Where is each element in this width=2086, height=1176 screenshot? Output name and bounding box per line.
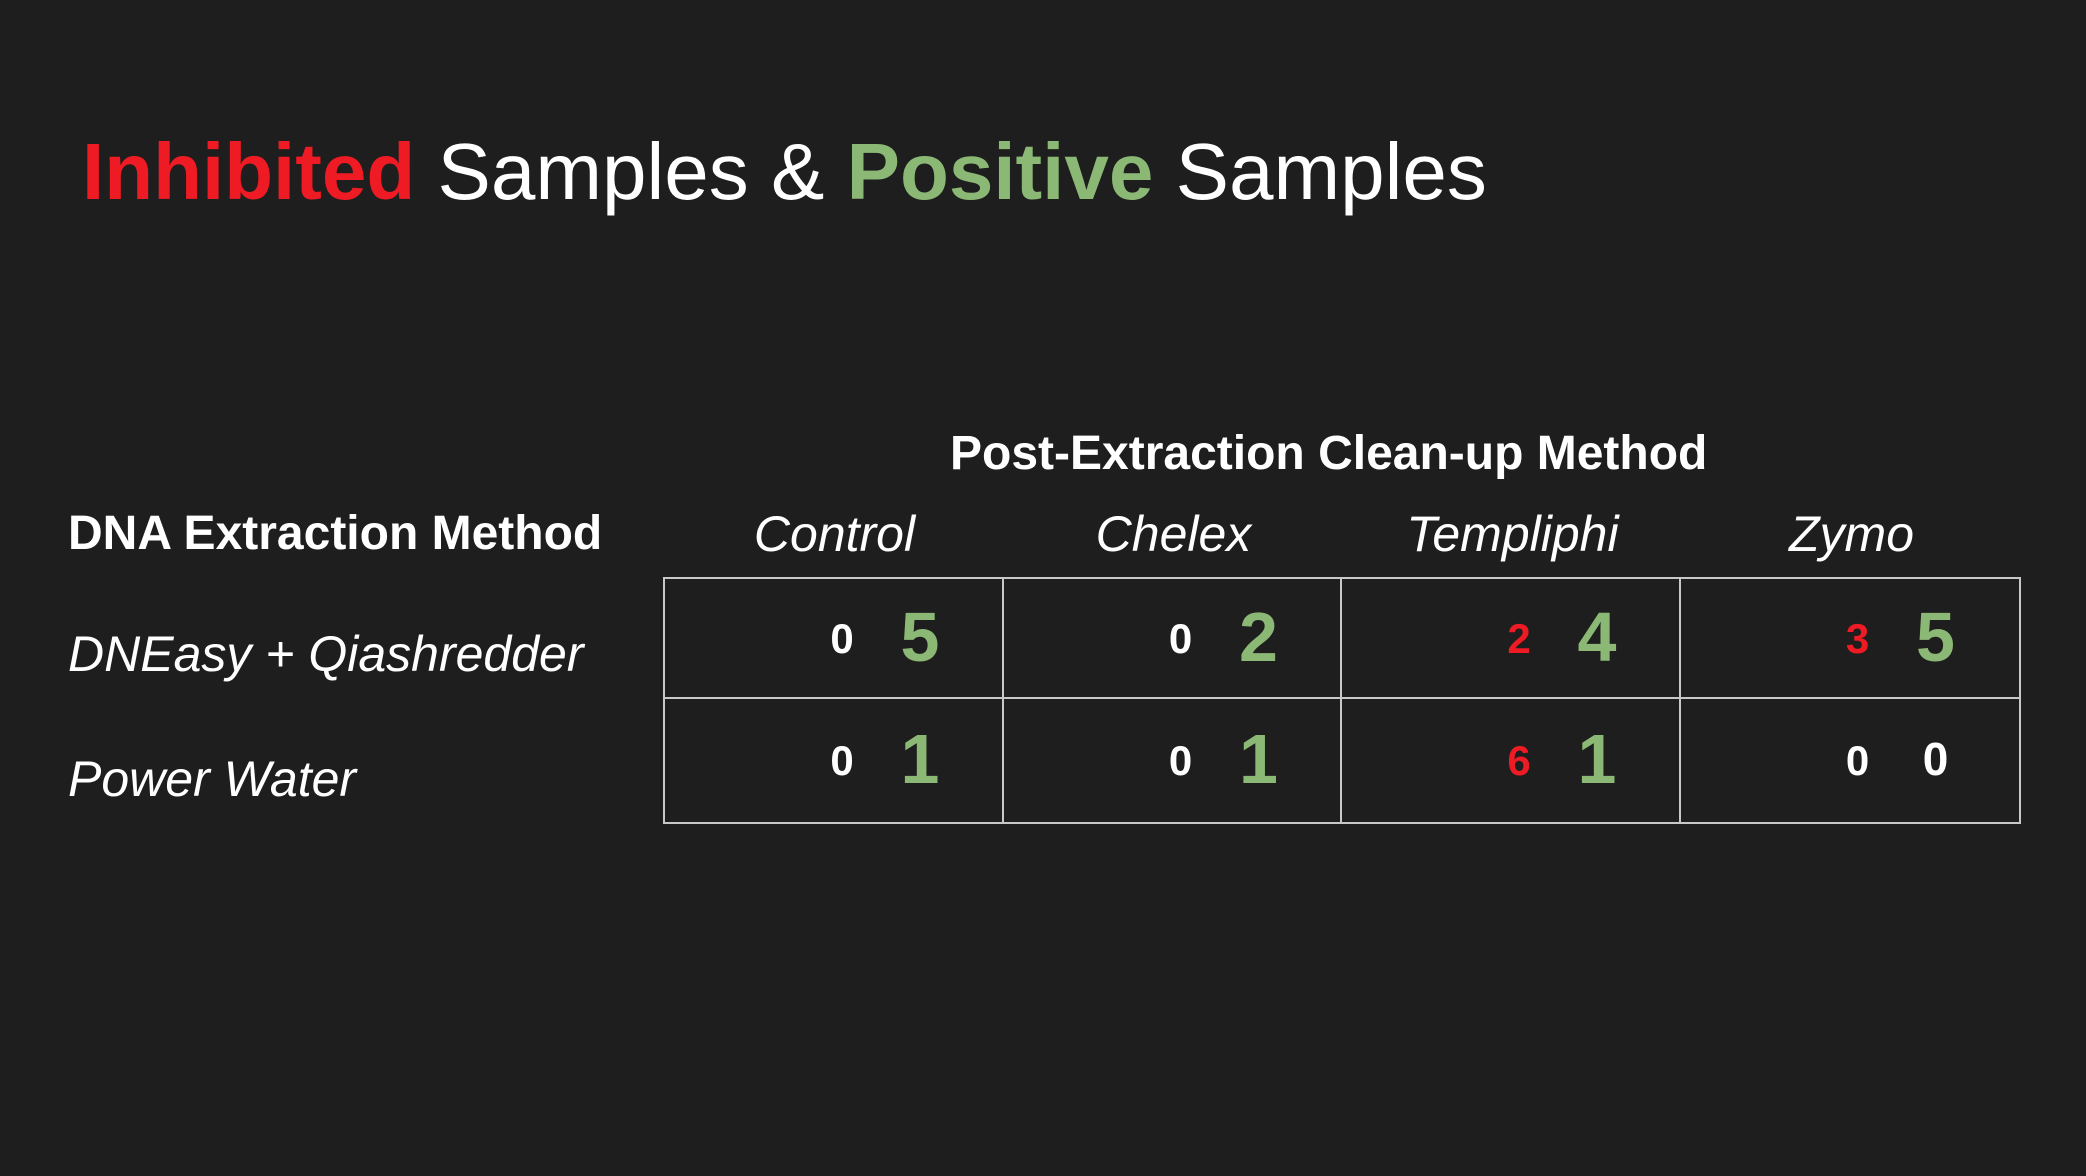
title-samples: Samples [1175,127,1487,216]
title-positive-word: Positive [846,127,1154,216]
positive-count: 1 [1239,720,1278,798]
inhibited-count: 0 [1168,615,1193,662]
title-samples-and: Samples & [437,127,825,216]
row-group-header: DNA Extraction Method [68,507,603,560]
inhibited-count: 0 [830,615,854,662]
inhibited-count: 2 [1507,615,1531,662]
column-group-header: Post-Extraction Clean-up Method [950,427,1708,480]
inhibited-count: 6 [1507,737,1531,784]
inhibited-count: 0 [1845,737,1870,784]
column-header-control: Control [753,506,916,562]
positive-count: 2 [1239,598,1278,676]
positive-count: 0 [1922,733,1949,785]
table-cell: 0 1 [1004,699,1342,822]
column-header-zymo: Zymo [1789,506,1914,562]
inhibited-count: 0 [830,737,854,784]
table-cell: 0 2 [1003,579,1342,699]
inhibited-count: 3 [1845,615,1870,662]
column-header-templiphi: Templiphi [1406,506,1619,562]
positive-count: 1 [1577,720,1617,798]
positive-count: 4 [1577,598,1617,676]
row-label-power-water: Power Water [68,751,357,807]
title-inhibited-word: Inhibited [82,127,416,216]
positive-count: 5 [1916,598,1955,676]
results-table: 0 5 0 2 2 4 3 5 0 1 0 1 6 1 0 0 [663,577,2021,824]
inhibited-count: 0 [1168,737,1193,784]
table-cell: 2 4 [1342,579,1681,699]
slide-title: Inhibited Samples & Positive Samples [82,122,1487,222]
positive-count: 1 [900,720,940,798]
table-cell: 6 1 [1342,699,1681,822]
row-label-dneasy-qiashredder: DNEasy + Qiashredder [68,626,584,682]
table-cell: 0 1 [665,699,1004,822]
positive-count: 5 [900,598,940,676]
table-cell: 3 5 [1680,579,2019,699]
table-cell: 0 5 [665,579,1004,699]
table-cell: 0 0 [1681,699,2020,822]
column-header-chelex: Chelex [1095,506,1252,562]
